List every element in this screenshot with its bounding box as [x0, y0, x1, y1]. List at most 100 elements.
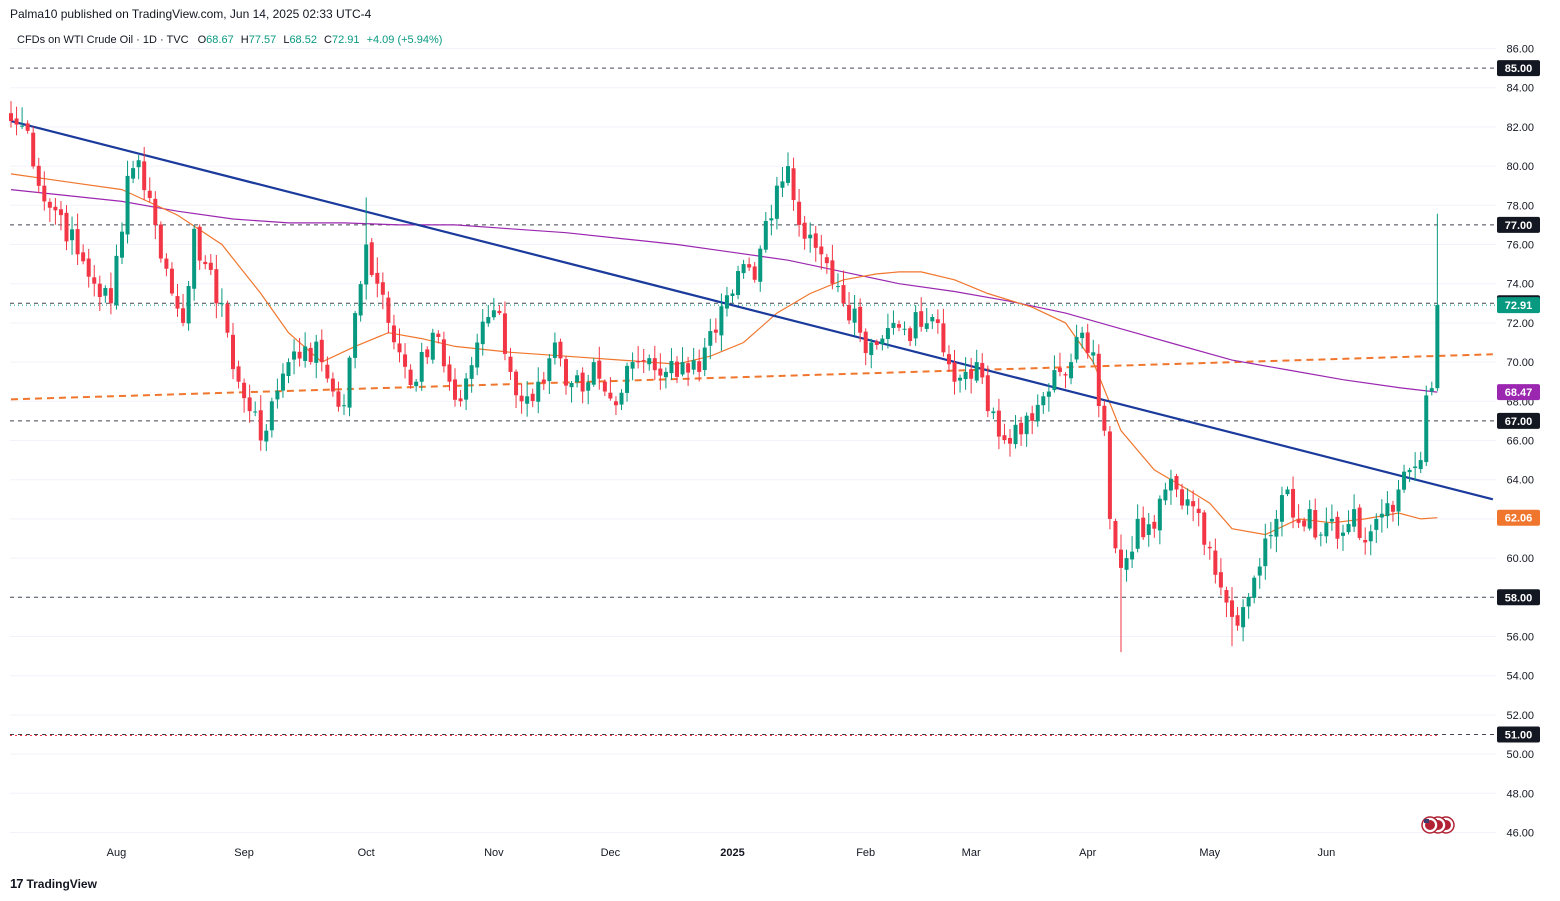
candle [1069, 353, 1074, 385]
candle-body [774, 185, 779, 219]
candle [131, 160, 136, 184]
candle-body [1146, 524, 1151, 535]
candle-body [25, 123, 30, 131]
candle [1085, 323, 1090, 359]
candle-body [9, 113, 13, 122]
level-tag-bg [1497, 589, 1540, 606]
candle-body [508, 356, 513, 372]
candle [1418, 451, 1423, 474]
candle [919, 297, 924, 332]
candle-body [1407, 469, 1412, 473]
y-tick-label: 74.00 [1506, 279, 1534, 291]
candle-body [1163, 489, 1168, 501]
candle [586, 374, 591, 405]
candle-body [280, 373, 285, 391]
candle-body [913, 312, 918, 339]
candle-body [1346, 523, 1351, 533]
candle-body [1424, 395, 1429, 463]
candle-body [502, 313, 507, 354]
candle-body [652, 358, 657, 371]
candle [319, 329, 324, 372]
brand-name: TradingView [26, 876, 97, 891]
candle-body [203, 261, 208, 265]
candle [991, 407, 996, 420]
y-tick-label: 78.00 [1506, 200, 1534, 212]
candle-body [1418, 460, 1423, 470]
horizontal-levels [10, 67, 1496, 736]
candle-body [1180, 489, 1185, 506]
candle [663, 367, 668, 389]
candle-body [1030, 413, 1035, 421]
candle-body [963, 371, 968, 380]
candle [591, 358, 596, 387]
candle [1285, 486, 1290, 497]
tradingview-brand[interactable]: 17 TradingView [10, 876, 97, 891]
symbol-name[interactable]: CFDs on WTI Crude Oil · 1D · TVC [17, 34, 189, 46]
candle [1107, 425, 1112, 530]
candle [1202, 510, 1207, 556]
candle [985, 365, 990, 418]
candle [514, 369, 519, 409]
us-flag-icon[interactable] [1421, 816, 1455, 834]
symbol-info-bar: CFDs on WTI Crude Oil · 1D · TVC O68.67 … [17, 34, 442, 46]
candle [1374, 513, 1379, 543]
candle [1119, 534, 1123, 653]
value-tag: 62.06 [1505, 513, 1533, 525]
candle [1080, 326, 1085, 349]
candle-body [891, 322, 896, 328]
candle [835, 273, 840, 293]
candle-body [258, 410, 263, 441]
candle-body [497, 310, 502, 314]
candle-body [480, 321, 485, 345]
candle [430, 328, 435, 364]
candle [1313, 498, 1318, 540]
candle-body [758, 248, 763, 282]
candle [608, 377, 613, 401]
candle [897, 320, 901, 332]
candle-body [186, 286, 191, 324]
time-axis[interactable]: Aug Sep Oct Nov Dec 2025 Feb Mar Apr May Jun [107, 847, 1336, 859]
candle [453, 368, 457, 407]
candle [1185, 488, 1190, 515]
candle [952, 350, 957, 395]
candle [1130, 536, 1135, 568]
level-tag-bg [1497, 412, 1540, 429]
candle-body [830, 260, 835, 284]
candle-body [1230, 600, 1234, 617]
candle-body [131, 168, 136, 179]
candle-body [164, 258, 169, 269]
candle [1157, 495, 1162, 545]
candle-body [780, 181, 785, 188]
candle-body [1085, 332, 1090, 353]
candle-body [441, 339, 446, 367]
candle [491, 297, 496, 321]
price-axis[interactable]: 86.00 84.00 82.00 80.00 78.00 76.00 74.00 72.00… [1506, 44, 1534, 840]
candle-body [1241, 607, 1246, 628]
candle [996, 398, 1001, 450]
candle-body [475, 342, 480, 368]
candle-body [253, 411, 258, 413]
candle-body [1274, 518, 1279, 537]
candle-body [225, 303, 230, 333]
candle [841, 270, 846, 307]
candle [541, 371, 546, 391]
candle-body [613, 401, 618, 406]
candle [791, 157, 796, 211]
candle [1268, 522, 1273, 549]
candle-body [1335, 516, 1340, 539]
candle [436, 330, 441, 344]
candle [303, 332, 308, 368]
candle-body [464, 378, 469, 400]
value-tag-bg [1497, 509, 1540, 526]
candle-body [1157, 498, 1162, 531]
candle [1368, 524, 1373, 556]
candle-body [675, 361, 679, 377]
candle [203, 255, 208, 270]
candle-body [1385, 503, 1390, 517]
candle [1279, 486, 1284, 537]
candle [1257, 558, 1262, 589]
y-tick-label: 64.00 [1506, 475, 1534, 487]
candle [625, 362, 630, 402]
candle-body [1113, 521, 1118, 549]
